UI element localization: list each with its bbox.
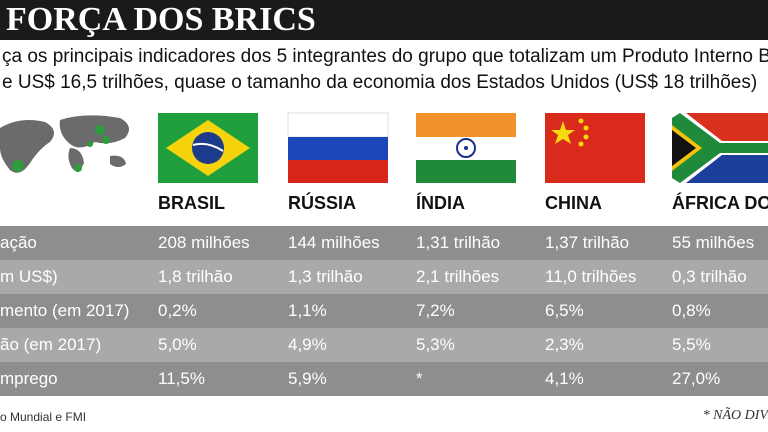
table-cell: 0,8% [672, 301, 711, 320]
column-header: BRASIL [158, 193, 225, 213]
subtitle: ça os principais indicadores dos 5 integ… [2, 46, 768, 67]
table-cell: 6,5% [545, 301, 584, 320]
flag-india [416, 113, 516, 183]
column-header: CHINA [545, 193, 602, 213]
table-cell: 4,1% [545, 369, 584, 388]
table-cell: 1,1% [288, 301, 327, 320]
table-cell: 0,2% [158, 301, 197, 320]
table-row: mprego 11,5% 5,9% * 4,1% 27,0% [0, 362, 768, 396]
flag-south-africa [672, 113, 768, 183]
table-cell: 5,5% [672, 335, 711, 354]
table-row: ação 208 milhões 144 milhões 1,31 trilhão 1,… [0, 226, 768, 260]
world-map [0, 115, 129, 173]
flag-china [545, 113, 645, 183]
column-header: RÚSSIA [288, 193, 357, 213]
table-cell: 5,3% [416, 335, 455, 354]
row-label: mprego [0, 369, 58, 388]
table-row: ão (em 2017) 5,0% 4,9% 5,3% 2,3% 5,5% [0, 328, 768, 362]
table-cell: 1,8 trilhão [158, 267, 233, 286]
row-label: m US$) [0, 267, 58, 286]
table-cell: 55 milhões [672, 233, 755, 252]
table-cell: 1,31 trilhão [416, 233, 501, 252]
table-cell: 1,3 trilhão [288, 267, 363, 286]
column-header: ÍNDIA [416, 193, 465, 213]
table-cell: 5,0% [158, 335, 197, 354]
note: * NÃO DIV [702, 408, 768, 423]
table-cell: 27,0% [672, 369, 721, 388]
table-cell: 4,9% [288, 335, 327, 354]
table-cell: 2,1 trilhões [416, 267, 500, 286]
table-cell: 11,0 trilhões [545, 267, 637, 286]
subtitle: e US$ 16,5 trilhões, quase o tamanho da … [2, 72, 758, 93]
table-cell: * [416, 369, 423, 388]
table-cell: 0,3 trilhão [672, 267, 747, 286]
table-cell: 5,9% [288, 369, 327, 388]
table-cell: 7,2% [416, 301, 455, 320]
row-label: mento (em 2017) [0, 301, 130, 320]
table-cell: 2,3% [545, 335, 584, 354]
table-row: m US$) 1,8 trilhão 1,3 trilhão 2,1 trilhões… [0, 260, 768, 294]
row-label: ação [0, 233, 37, 252]
table-cell: 1,37 trilhão [545, 233, 630, 252]
column-header: ÁFRICA DO [672, 193, 768, 213]
table-cell: 144 milhões [288, 233, 380, 252]
title: FORÇA DOS BRICS [0, 0, 768, 40]
row-label: ão (em 2017) [0, 335, 102, 354]
flag-brazil [158, 113, 258, 183]
flag-russia [287, 112, 389, 183]
table-cell: 11,5% [158, 369, 205, 388]
table-row: mento (em 2017) 0,2% 1,1% 7,2% 6,5% 0,8% [0, 294, 768, 328]
source: o Mundial e FMI [0, 410, 87, 424]
flags [0, 112, 768, 183]
table-cell: 208 milhões [158, 233, 250, 252]
